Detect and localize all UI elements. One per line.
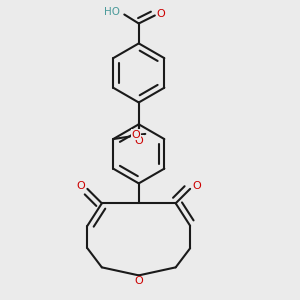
- Text: O: O: [131, 130, 140, 140]
- Text: O: O: [134, 136, 143, 146]
- Text: O: O: [76, 181, 85, 190]
- Text: O: O: [134, 276, 143, 286]
- Text: O: O: [192, 181, 201, 190]
- Text: HO: HO: [104, 7, 121, 17]
- Text: O: O: [157, 9, 166, 19]
